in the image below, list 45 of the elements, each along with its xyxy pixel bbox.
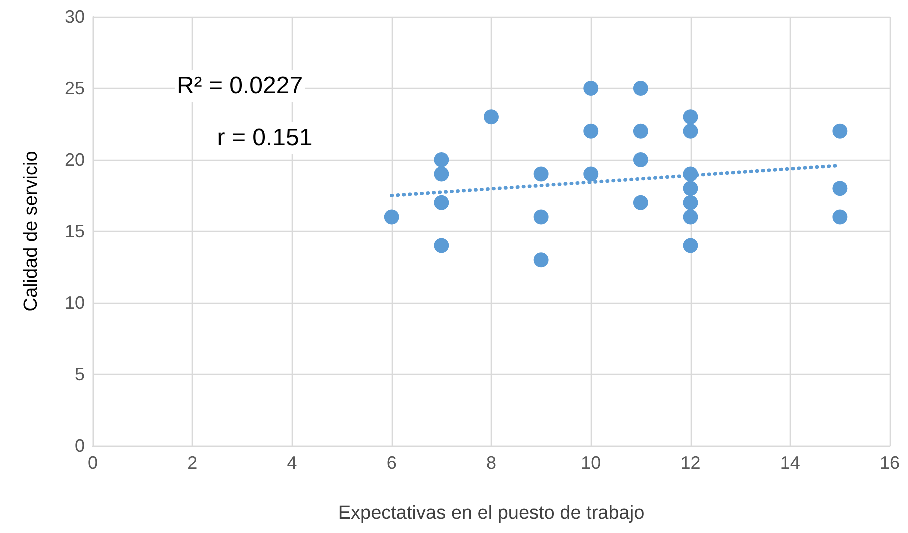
point (434, 152, 450, 168)
point (384, 210, 400, 225)
x-tick-label: 16 (880, 453, 900, 473)
point (832, 124, 848, 139)
y-tick-label: 5 (74, 364, 85, 384)
point (434, 238, 450, 254)
point (534, 210, 549, 225)
x-tick-label: 4 (287, 453, 298, 473)
y-tick-label: 15 (64, 222, 85, 242)
point (683, 210, 698, 225)
point (584, 81, 599, 96)
point (434, 195, 450, 210)
point (633, 81, 648, 96)
point (683, 124, 698, 139)
x-tick-label: 6 (386, 453, 397, 473)
x-axis-title: Expectativas en el puesto de trabajo (338, 503, 645, 524)
x-tick-label: 10 (581, 453, 602, 473)
annotation: R² = 0.0227 (176, 72, 304, 100)
point (584, 124, 599, 139)
point (633, 124, 648, 139)
point (683, 181, 698, 196)
point (434, 166, 450, 182)
point (832, 210, 848, 225)
point (683, 195, 698, 210)
y-tick-label: 20 (64, 150, 85, 170)
point (633, 152, 648, 168)
point (584, 166, 599, 182)
y-tick-label: 30 (64, 7, 85, 27)
point (832, 181, 848, 196)
point (633, 195, 648, 210)
point (484, 110, 499, 125)
x-tick-label: 12 (680, 453, 701, 473)
x-tick-label: 2 (188, 453, 198, 473)
x-tick-label: 0 (88, 453, 98, 473)
x-tick-label: 8 (486, 453, 497, 473)
y-axis-title: Calidad de servicio (21, 151, 42, 312)
y-tick-label: 0 (74, 436, 85, 456)
point (534, 252, 549, 268)
point (683, 110, 698, 125)
point (534, 166, 549, 182)
x-tick-label: 14 (780, 453, 800, 473)
point (683, 238, 698, 254)
y-tick-label: 10 (64, 293, 85, 313)
annotation: r = 0.151 (217, 124, 313, 152)
y-tick-label: 25 (64, 78, 85, 98)
